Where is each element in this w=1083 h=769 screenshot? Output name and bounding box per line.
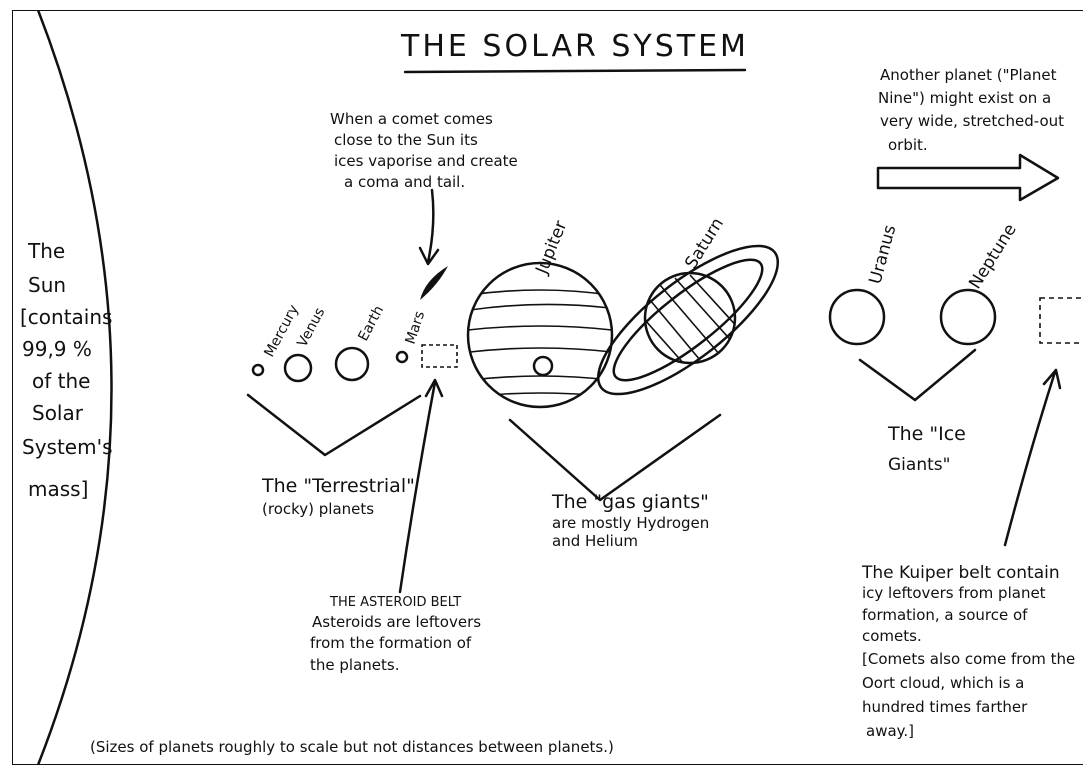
jupiter-bands (468, 289, 612, 397)
asteroid-note: Asteroids are leftovers (312, 613, 481, 631)
title: THE SOLAR SYSTEM (400, 29, 749, 64)
planet-nine-note: Another planet ("Planet (880, 66, 1057, 84)
group-label: The "gas giants" (551, 491, 709, 513)
comet-arrow (418, 188, 440, 266)
asteroid-belt (421, 344, 458, 368)
sun-line: 99,9 % (22, 337, 92, 361)
sun-line: of the (32, 369, 90, 393)
group-label: (rocky) planets (262, 500, 374, 518)
comet-note: ices vaporise and create (334, 152, 518, 170)
neptune (939, 288, 997, 346)
kuiper-belt (1039, 297, 1083, 344)
kuiper-note: hundred times farther (862, 698, 1028, 716)
footnote: (Sizes of planets roughly to scale but n… (90, 738, 614, 756)
kuiper-note: The Kuiper belt contain (861, 563, 1060, 583)
sun-line: System's (22, 435, 113, 459)
asteroid-note: the planets. (310, 656, 399, 674)
planet-nine-arrow (876, 153, 1060, 202)
asteroid-arrow (398, 378, 444, 594)
mercury (251, 363, 265, 377)
kuiper-note: away.] (866, 722, 914, 740)
saturn-ring (596, 244, 780, 396)
planet-nine-note: orbit. (888, 136, 928, 154)
sun-line: mass] (28, 477, 88, 501)
asteroid-note: THE ASTEROID BELT (329, 595, 461, 610)
planet-nine-note: Nine") might exist on a (878, 89, 1051, 107)
earth (334, 346, 370, 382)
venus (283, 353, 313, 383)
group-label: and Helium (552, 532, 638, 550)
comet-note: close to the Sun its (334, 131, 478, 149)
jupiter (466, 261, 614, 409)
gas-bracket (508, 413, 722, 502)
group-label: Giants" (888, 455, 950, 475)
saturn-ring (612, 258, 764, 382)
kuiper-note: icy leftovers from planet (862, 584, 1046, 602)
sun-label: The Sun [contains 99,9 % of the Solar Sy… (20, 239, 113, 501)
group-label: The "Terrestrial" (261, 475, 415, 497)
planet-nine-note: very wide, stretched-out (880, 112, 1064, 130)
sun-line: [contains (20, 305, 112, 329)
terrestrial-bracket (246, 393, 422, 457)
jupiter-spot (532, 355, 554, 377)
mars (395, 350, 409, 364)
comet (420, 266, 448, 300)
title-underline (403, 68, 747, 74)
kuiper-note: formation, a source of (862, 606, 1028, 624)
sun-line: Solar (32, 401, 84, 425)
kuiper-arrow (1003, 368, 1062, 547)
comet-note: When a comet comes (330, 110, 493, 128)
frame (12, 10, 1083, 765)
sun-line: The (27, 239, 65, 263)
kuiper-note: Oort cloud, which is a (862, 674, 1024, 692)
group-label: are mostly Hydrogen (552, 514, 709, 532)
saturn-hatching (645, 274, 735, 363)
ice-bracket (858, 348, 977, 402)
group-label: The "Ice (887, 423, 966, 445)
sun-edge (36, 10, 113, 765)
kuiper-note: comets. (862, 627, 922, 645)
sun-line: Sun (28, 273, 66, 297)
comet-note: a coma and tail. (344, 173, 465, 191)
asteroid-note: from the formation of (310, 634, 472, 652)
uranus (828, 288, 886, 346)
kuiper-note: [Comets also come from the (862, 650, 1075, 668)
